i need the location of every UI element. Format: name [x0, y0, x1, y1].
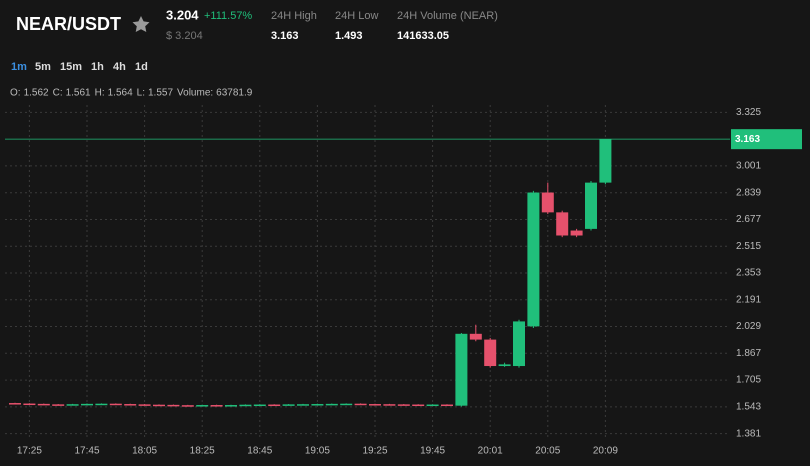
candle-body	[52, 404, 65, 406]
candle-body	[585, 182, 597, 229]
candle-body	[225, 405, 237, 407]
y-tick-label: 1.867	[736, 348, 761, 359]
y-tick-label: 2.515	[736, 241, 761, 252]
candle-body	[354, 403, 367, 406]
y-tick-label: 1.705	[736, 375, 761, 386]
x-tick-label: 18:05	[132, 446, 157, 457]
y-tick-label: 2.191	[736, 294, 761, 305]
ohlc-value: 1.564	[108, 88, 133, 99]
x-tick-label: 20:05	[535, 446, 560, 457]
ohlc-value: 1.562	[24, 88, 49, 99]
x-tick-label: 20:01	[478, 446, 503, 457]
last-price-label: 3.163	[735, 134, 760, 145]
candle-body	[268, 404, 281, 407]
candle-body	[81, 403, 93, 406]
ohlc-value: 1.557	[148, 88, 173, 99]
price-change: +111.57%	[204, 10, 252, 22]
timeframe-button[interactable]: 4h	[113, 61, 126, 73]
last-price-tag	[731, 129, 802, 150]
stat-label: 24H High	[271, 10, 317, 22]
candle-body	[527, 192, 540, 327]
candle-body	[124, 404, 137, 406]
candle-body	[167, 404, 180, 407]
last-price: 3.204	[166, 7, 199, 22]
y-tick-label: 3.001	[736, 161, 761, 172]
favorite-star[interactable]	[132, 16, 150, 32]
y-tick-label: 2.839	[736, 187, 761, 198]
candle-body	[469, 333, 482, 340]
y-tick-label: 2.353	[736, 268, 761, 279]
candle-body	[383, 404, 396, 406]
candle-body	[253, 404, 266, 407]
candle-body	[37, 403, 50, 406]
x-tick-label: 17:45	[74, 446, 99, 457]
usd-price: $ 3.204	[166, 30, 203, 42]
ohlc-value: 63781.9	[216, 88, 253, 99]
pair-title: NEAR/USDT	[16, 14, 121, 34]
candle-body	[153, 404, 165, 407]
timeframe-button[interactable]: 1h	[91, 61, 104, 73]
timeframe-button[interactable]: 5m	[35, 61, 51, 73]
candle-body	[340, 403, 353, 406]
candle-body	[210, 405, 223, 407]
stat-label: 24H Low	[335, 10, 378, 22]
x-tick-label: 18:25	[190, 446, 215, 457]
candle-body	[599, 139, 612, 183]
candle-body	[23, 403, 36, 406]
candle-body	[311, 404, 324, 406]
x-tick-label: 19:25	[362, 446, 387, 457]
timeframe-button[interactable]: 1m	[11, 61, 27, 73]
ohlc-label: O:	[10, 88, 21, 99]
y-tick-label: 2.677	[736, 214, 761, 225]
candle-body	[325, 403, 338, 406]
candle-body	[570, 230, 583, 236]
x-tick-label: 17:25	[17, 446, 42, 457]
stat-value: 141633.05	[397, 30, 449, 42]
stat-label: 24H Volume (NEAR)	[397, 10, 498, 22]
x-tick-label: 18:45	[247, 446, 272, 457]
timeframe-button[interactable]: 1d	[135, 61, 148, 73]
candle-body	[441, 404, 453, 407]
ohlc-label: C:	[53, 88, 63, 99]
candle-body	[513, 321, 525, 367]
candle-body	[181, 405, 194, 407]
y-tick-label: 1.381	[736, 428, 761, 439]
ohlc-label: Volume:	[177, 88, 213, 99]
candle-body	[369, 404, 381, 406]
candle-body	[196, 405, 209, 407]
candle-body	[95, 403, 108, 406]
y-tick-label: 3.325	[736, 107, 761, 118]
candle-body	[66, 404, 79, 406]
candle-body	[412, 404, 425, 407]
candle-body	[541, 192, 554, 213]
ohlc-value: 1.561	[66, 88, 91, 99]
y-tick-label: 1.543	[736, 401, 761, 412]
candle-body	[455, 333, 468, 406]
ohlc-label: H:	[95, 88, 105, 99]
x-tick-label: 20:09	[593, 446, 618, 457]
candle-body	[426, 404, 439, 407]
stat-value: 3.163	[271, 30, 299, 42]
x-tick-label: 19:45	[420, 446, 445, 457]
candle-body	[498, 364, 511, 367]
timeframe-button[interactable]: 15m	[60, 61, 82, 73]
x-tick-label: 19:05	[305, 446, 330, 457]
candle-body	[556, 212, 569, 236]
candle-body	[109, 403, 122, 406]
candle-body	[484, 339, 497, 367]
candle-body	[397, 404, 410, 406]
candle-body	[138, 404, 151, 406]
ohlc-label: L:	[137, 88, 145, 99]
candle-body	[9, 403, 21, 405]
stat-value: 1.493	[335, 30, 363, 42]
candle-body	[239, 404, 252, 407]
candle-body	[282, 404, 295, 406]
y-tick-label: 2.029	[736, 321, 761, 332]
candle-body	[297, 404, 309, 406]
